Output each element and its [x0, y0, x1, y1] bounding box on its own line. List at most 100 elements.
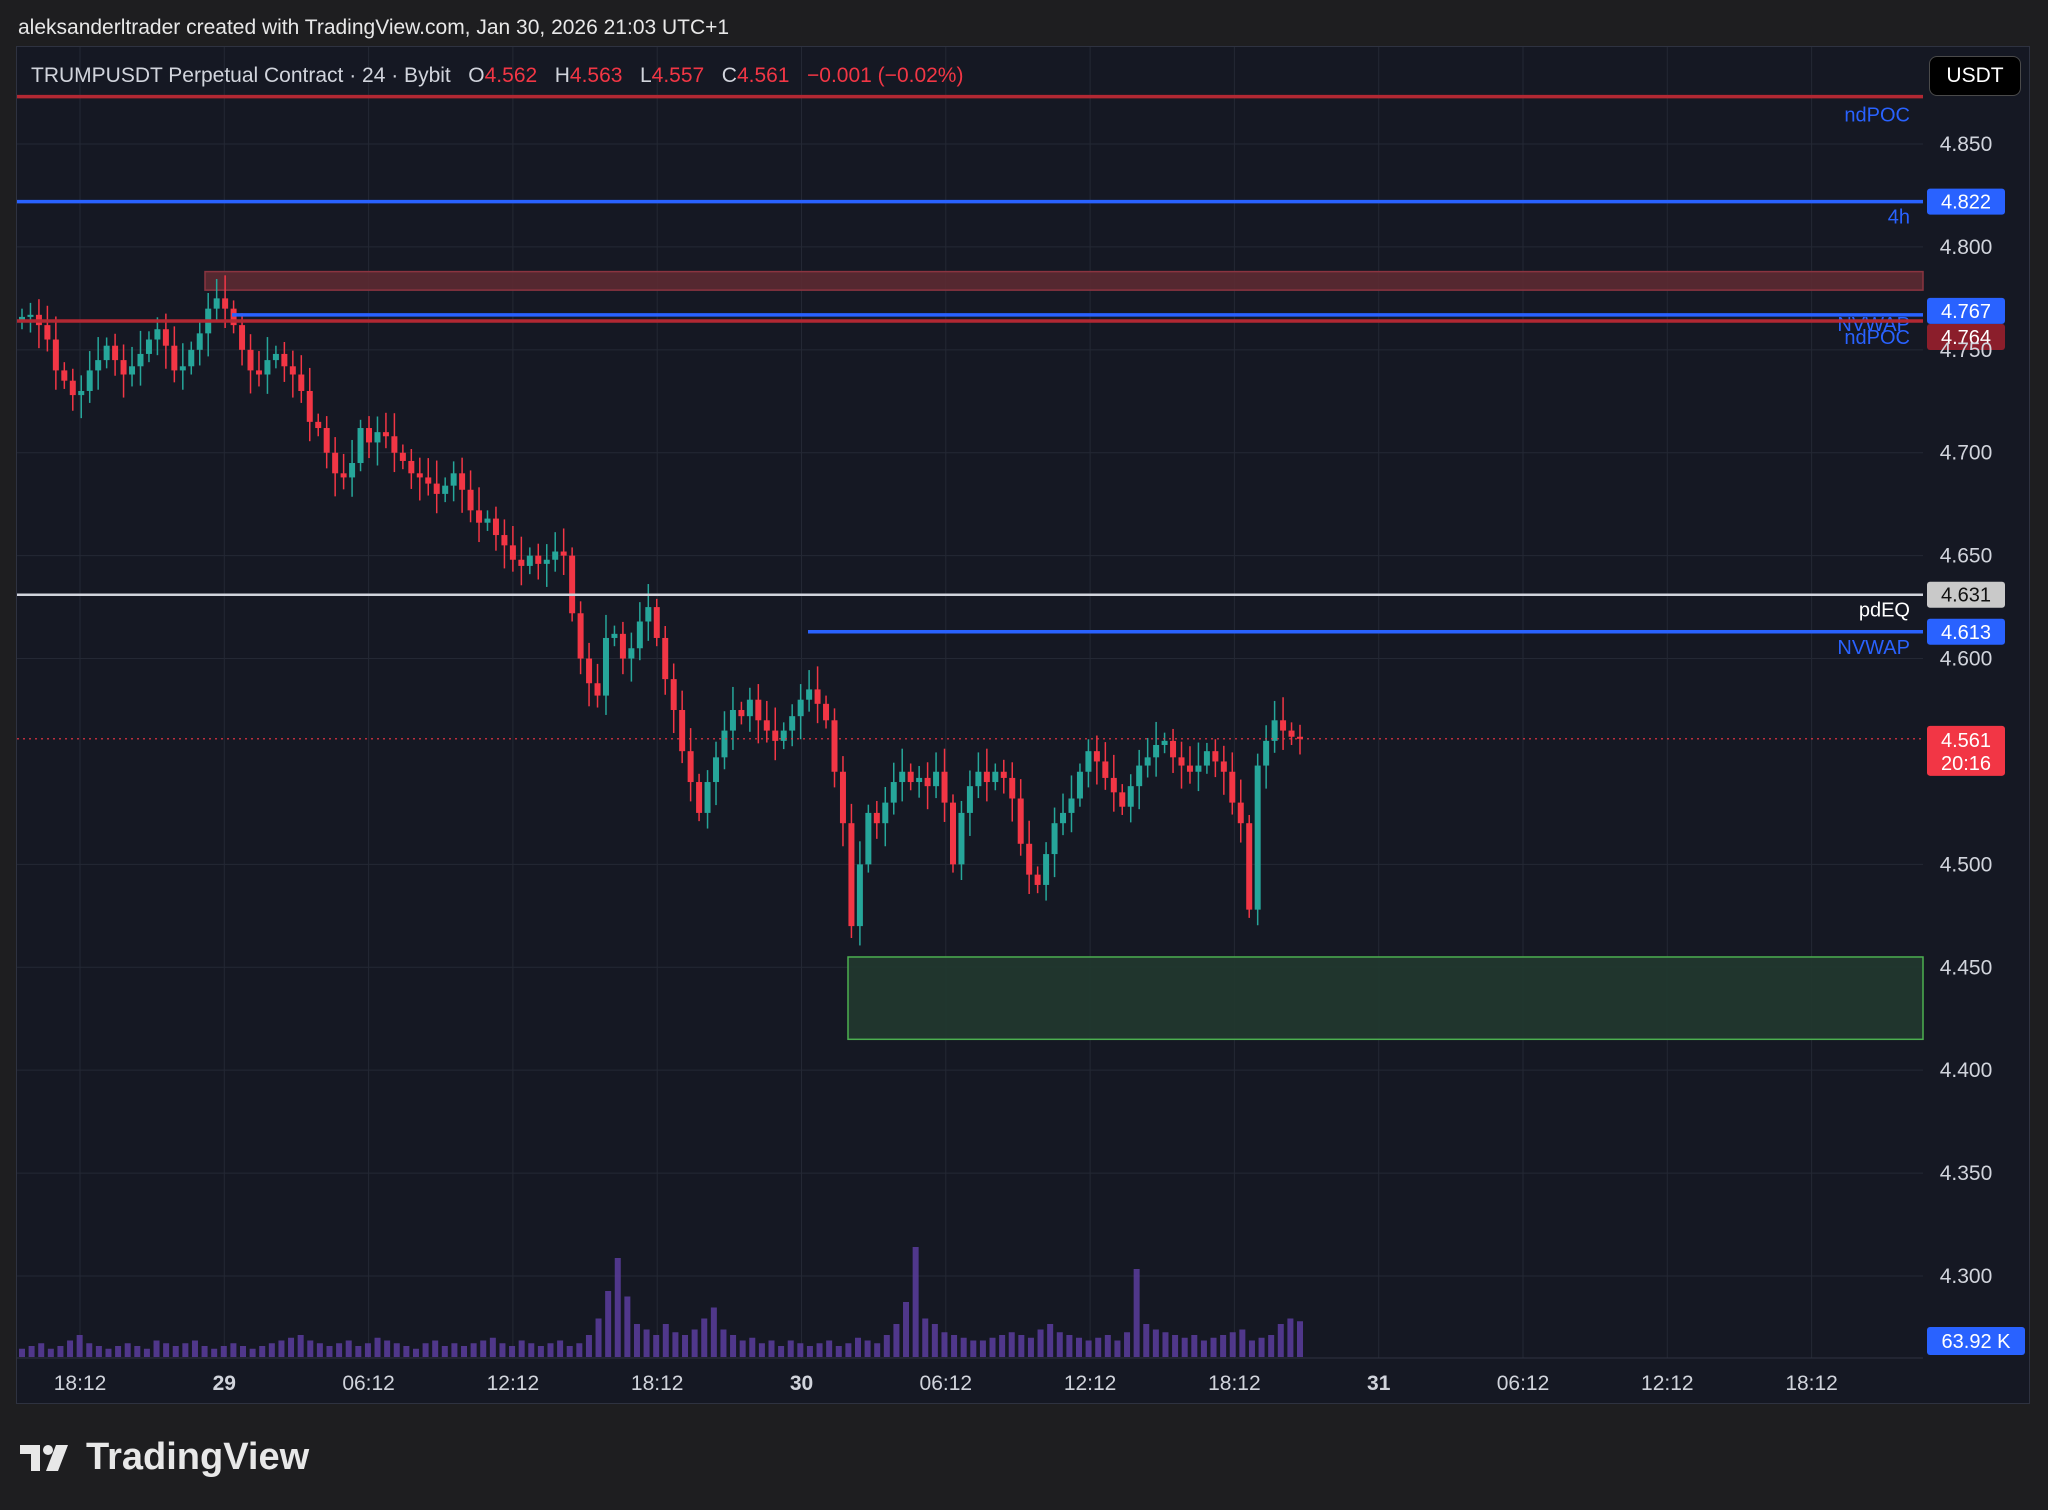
candle-body: [264, 360, 271, 375]
volume-bar: [931, 1324, 938, 1357]
candle-body: [696, 782, 703, 813]
tradingview-brand[interactable]: TradingView: [20, 1436, 309, 1479]
high-label: H: [554, 64, 570, 87]
candle-body: [323, 428, 330, 453]
candle-body: [679, 710, 686, 752]
candle-body: [391, 436, 398, 453]
candle-body: [1186, 765, 1193, 772]
volume-bar: [220, 1346, 227, 1357]
volume-bar: [364, 1343, 371, 1357]
candle-body: [586, 658, 593, 684]
volume-bar: [1248, 1340, 1255, 1357]
volume-bar: [172, 1346, 179, 1357]
candle-body: [780, 730, 787, 741]
volume-bar: [576, 1343, 583, 1357]
volume-badge-label: 63.92 K: [1942, 1331, 2012, 1353]
candle-body: [1297, 736, 1303, 739]
volume-bar: [1037, 1329, 1044, 1357]
candle-body: [738, 710, 745, 717]
volume-bar: [960, 1337, 967, 1357]
volume-bar: [605, 1291, 612, 1357]
candle-body: [1220, 761, 1227, 772]
candle-body: [501, 535, 508, 546]
volume-bar: [191, 1340, 198, 1357]
candle-body: [882, 802, 889, 824]
volume-bar: [768, 1340, 775, 1357]
demand-zone: [847, 956, 1924, 1041]
y-tick-label: 4.650: [1940, 545, 1993, 568]
volume-bar: [787, 1340, 794, 1357]
candle-body: [662, 637, 669, 680]
symbol-legend: TRUMPUSDT Perpetual Contract · 24 · Bybi…: [31, 64, 963, 88]
price-badge-label: 4.613: [1941, 622, 1991, 644]
candle-body: [1127, 786, 1134, 807]
candle-body: [1119, 792, 1126, 807]
candle-body: [763, 720, 770, 731]
candle-body: [1263, 740, 1270, 766]
change-value: −0.001 (−0.02%): [807, 64, 964, 87]
close-value: 4.561: [736, 64, 790, 87]
volume-bar: [201, 1346, 208, 1357]
candle-body: [916, 777, 923, 783]
candle-body: [281, 353, 288, 367]
volume-bar: [28, 1346, 35, 1357]
candle-body: [1203, 751, 1210, 766]
volume-bar: [883, 1335, 890, 1357]
price-badge: [1927, 581, 2005, 608]
volume-bar: [528, 1343, 535, 1357]
candle-body: [78, 390, 85, 396]
volume-bar: [1200, 1340, 1207, 1357]
volume-bar: [38, 1343, 45, 1357]
open-label: O: [468, 64, 485, 87]
volume-bar: [182, 1343, 189, 1357]
volume-bar: [701, 1318, 708, 1357]
candle-body: [992, 771, 999, 783]
volume-bar: [1181, 1337, 1188, 1357]
volume-bar: [76, 1335, 83, 1357]
candle-body: [1246, 823, 1253, 910]
volume-bar: [441, 1346, 448, 1357]
candle-body: [865, 812, 872, 865]
candle-body: [1195, 765, 1202, 772]
candle-body: [1212, 751, 1219, 762]
volume-bar: [1047, 1324, 1054, 1357]
high-value: 4.563: [569, 64, 623, 87]
volume-bar: [393, 1343, 400, 1357]
volume-bar: [585, 1335, 592, 1357]
x-tick-label: 29: [213, 1372, 236, 1395]
candle-body: [899, 771, 906, 783]
tradingview-logo-icon: [20, 1444, 68, 1471]
volume-bar: [1018, 1335, 1025, 1357]
candle-body: [137, 353, 144, 367]
candle-body: [129, 366, 136, 375]
volume-bar: [86, 1343, 93, 1357]
candle-body: [450, 473, 457, 486]
volume-bar: [230, 1343, 237, 1357]
volume-bar: [643, 1329, 650, 1357]
candle-body: [873, 812, 880, 824]
volume-bar: [134, 1346, 141, 1357]
candle-body: [19, 316, 25, 322]
candle-body: [1280, 720, 1287, 731]
volume-bar: [1258, 1337, 1265, 1357]
volume-bar: [1133, 1269, 1140, 1357]
volume-bar: [470, 1343, 477, 1357]
currency-button[interactable]: USDT: [1929, 56, 2021, 96]
volume-bar: [835, 1346, 842, 1357]
x-tick-label: 31: [1367, 1372, 1391, 1395]
supply-zone: [204, 270, 1924, 291]
candle-body: [52, 339, 59, 371]
volume-bar: [739, 1340, 746, 1357]
volume-bar: [682, 1335, 689, 1357]
candle-body: [1161, 740, 1168, 745]
volume-bar: [903, 1302, 910, 1357]
candle-body: [848, 823, 855, 927]
candle-body: [569, 555, 576, 614]
candle-body: [772, 730, 779, 741]
volume-bar: [537, 1346, 544, 1357]
candle-body: [416, 473, 423, 478]
candle-body: [535, 555, 542, 564]
last-price-badge: [1927, 725, 2005, 776]
candle-body: [509, 545, 516, 560]
